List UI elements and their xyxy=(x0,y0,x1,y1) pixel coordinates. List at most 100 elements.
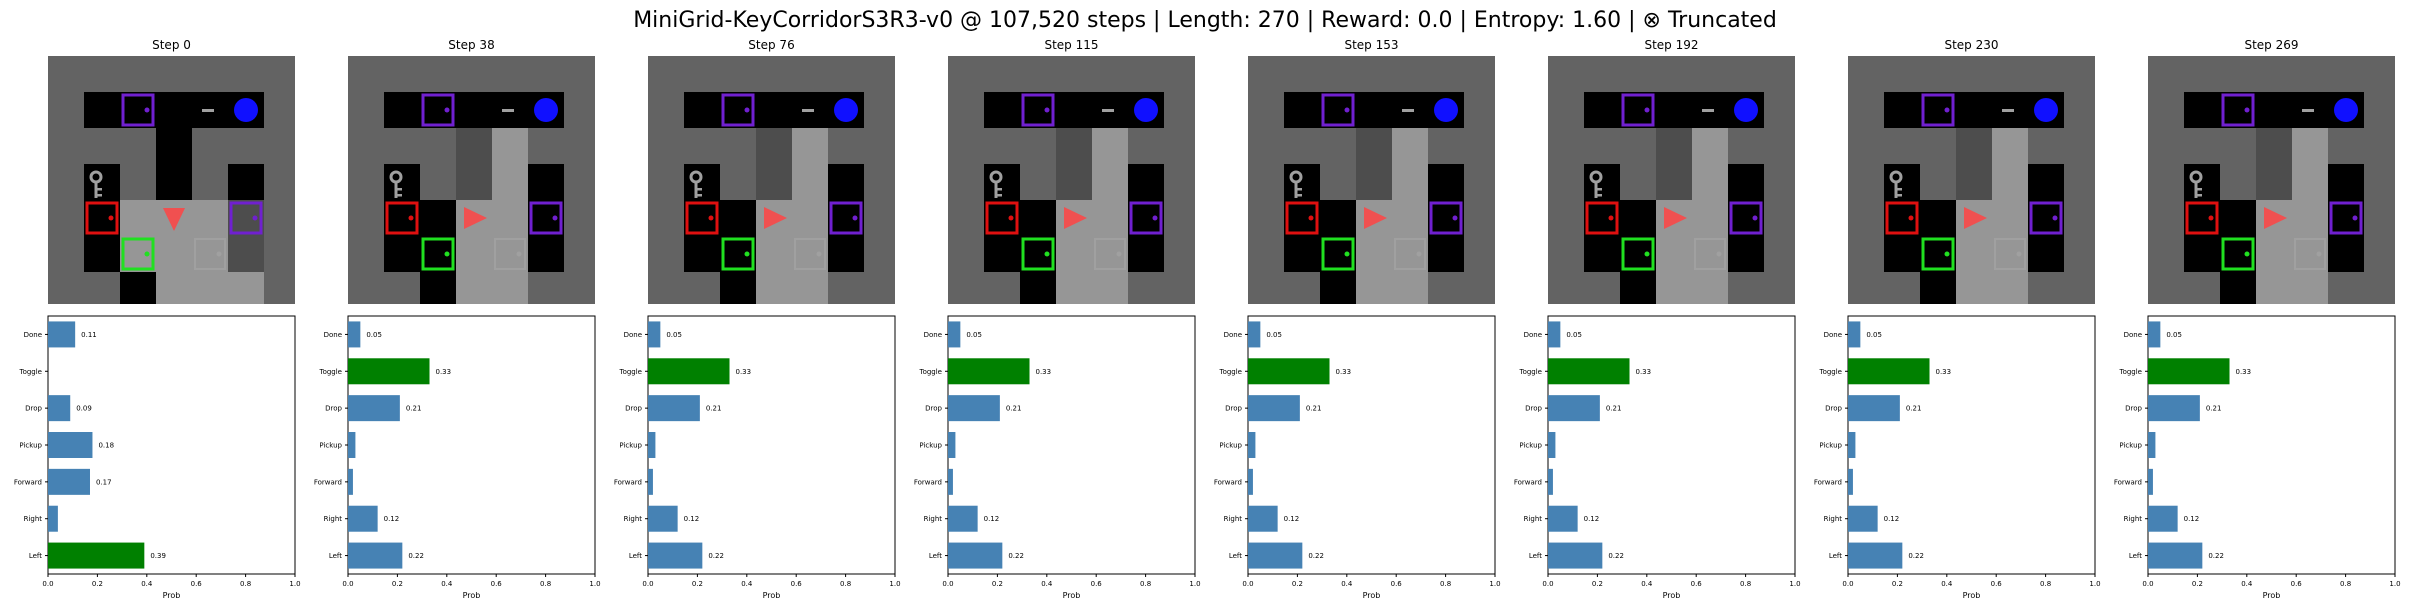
floor-cell xyxy=(1128,164,1164,200)
value-label: 0.21 xyxy=(2206,405,2222,413)
x-tick-label: 0.6 xyxy=(1991,580,2003,588)
floor-cell xyxy=(684,236,720,272)
view-cell xyxy=(1692,272,1728,304)
view-cell xyxy=(456,272,492,304)
door-handle xyxy=(444,251,450,257)
bar xyxy=(1848,432,1856,458)
view-cell xyxy=(1356,164,1392,200)
x-tick-label: 0.4 xyxy=(1641,580,1653,588)
grey-mark xyxy=(1102,109,1114,112)
value-label: 0.05 xyxy=(2166,331,2182,339)
bar xyxy=(1548,395,1600,422)
floor-cell xyxy=(1056,92,1092,128)
category-label: Drop xyxy=(1225,405,1242,413)
floor-cell xyxy=(1020,92,1056,128)
view-cell xyxy=(1656,164,1692,200)
floor-cell xyxy=(2184,200,2220,236)
value-label: 0.05 xyxy=(366,331,382,339)
purple-door xyxy=(1129,201,1163,235)
x-tick-label: 0.0 xyxy=(942,580,953,588)
view-cell xyxy=(1956,164,1992,200)
x-tick-label: 1.0 xyxy=(2389,580,2400,588)
x-tick-label: 0.8 xyxy=(1140,580,1151,588)
bar xyxy=(1248,542,1303,569)
bar xyxy=(2148,468,2153,495)
category-label: Done xyxy=(1524,331,1542,339)
bar xyxy=(2148,358,2230,385)
figure-title: MiniGrid-KeyCorridorS3R3-v0 @ 107,520 st… xyxy=(633,8,1777,33)
purple-door xyxy=(2221,93,2255,127)
view-cell xyxy=(1392,164,1428,200)
x-tick-label: 1.0 xyxy=(2089,580,2100,588)
door-handle xyxy=(708,215,714,221)
floor-cell xyxy=(84,92,120,128)
category-label: Pickup xyxy=(619,442,642,450)
purple-door xyxy=(2329,201,2363,235)
category-label: Forward xyxy=(2114,478,2142,486)
key-tooth xyxy=(1296,188,1302,191)
grey-mark xyxy=(802,109,814,112)
category-label: Done xyxy=(1224,331,1242,339)
agent-icon xyxy=(1664,207,1687,229)
category-label: Forward xyxy=(914,478,942,486)
value-label: 0.12 xyxy=(1584,515,1600,523)
bar xyxy=(1548,468,1553,495)
step-label: Step 192 xyxy=(1644,38,1698,52)
bar xyxy=(1848,542,1903,569)
floor-cell xyxy=(1884,236,1920,272)
chart-axes xyxy=(347,315,596,575)
value-label: 0.12 xyxy=(1884,515,1900,523)
panel: Step 38 Done 0.05 Toggle 0.33 Drop 0.21 Pickup F… xyxy=(314,38,601,600)
grey-door xyxy=(794,238,826,270)
door-handle xyxy=(2208,215,2214,221)
view-cell xyxy=(792,272,828,304)
view-cell xyxy=(2256,164,2292,200)
view-cell xyxy=(120,200,156,236)
x-tick-label: 0.2 xyxy=(992,580,1003,588)
value-label: 0.12 xyxy=(1284,515,1300,523)
x-tick-label: 1.0 xyxy=(1489,580,1500,588)
x-tick-label: 0.2 xyxy=(1592,580,1603,588)
view-cell xyxy=(492,272,528,304)
x-tick-label: 0.8 xyxy=(2040,580,2051,588)
door-handle xyxy=(144,107,150,113)
category-label: Done xyxy=(624,331,642,339)
purple-door xyxy=(1429,201,1463,235)
bar xyxy=(2148,542,2203,569)
door-handle xyxy=(2016,251,2022,257)
key-tooth xyxy=(996,188,1002,191)
purple-door xyxy=(529,201,563,235)
category-label: Done xyxy=(324,331,342,339)
door-handle xyxy=(1452,215,1458,221)
category-label: Drop xyxy=(325,405,342,413)
floor-cell xyxy=(684,92,720,128)
x-axis-label: Prob xyxy=(463,591,481,600)
view-cell xyxy=(228,272,264,304)
green-door xyxy=(121,237,155,271)
category-label: Left xyxy=(329,552,342,560)
key-tooth xyxy=(396,194,402,197)
view-cell xyxy=(2256,128,2292,164)
x-tick-label: 0.4 xyxy=(1941,580,1953,588)
category-label: Right xyxy=(324,515,343,523)
door-handle xyxy=(1944,251,1950,257)
view-cell xyxy=(1056,272,1092,304)
category-label: Done xyxy=(1824,331,1842,339)
floor-cell xyxy=(156,92,192,128)
key-tooth xyxy=(696,194,702,197)
x-tick-label: 0.4 xyxy=(1041,580,1053,588)
floor-cell xyxy=(1584,92,1620,128)
view-cell xyxy=(1992,128,2028,164)
floor-cell xyxy=(2184,92,2220,128)
value-label: 0.05 xyxy=(666,331,682,339)
door-handle xyxy=(2052,215,2058,221)
category-label: Drop xyxy=(925,405,942,413)
category-label: Done xyxy=(924,331,942,339)
view-cell xyxy=(1992,200,2028,236)
category-label: Drop xyxy=(1825,405,1842,413)
x-tick-label: 0.0 xyxy=(342,580,353,588)
door-handle xyxy=(1044,251,1050,257)
grey-mark xyxy=(1402,109,1414,112)
bar xyxy=(348,321,361,348)
door-handle xyxy=(108,215,114,221)
